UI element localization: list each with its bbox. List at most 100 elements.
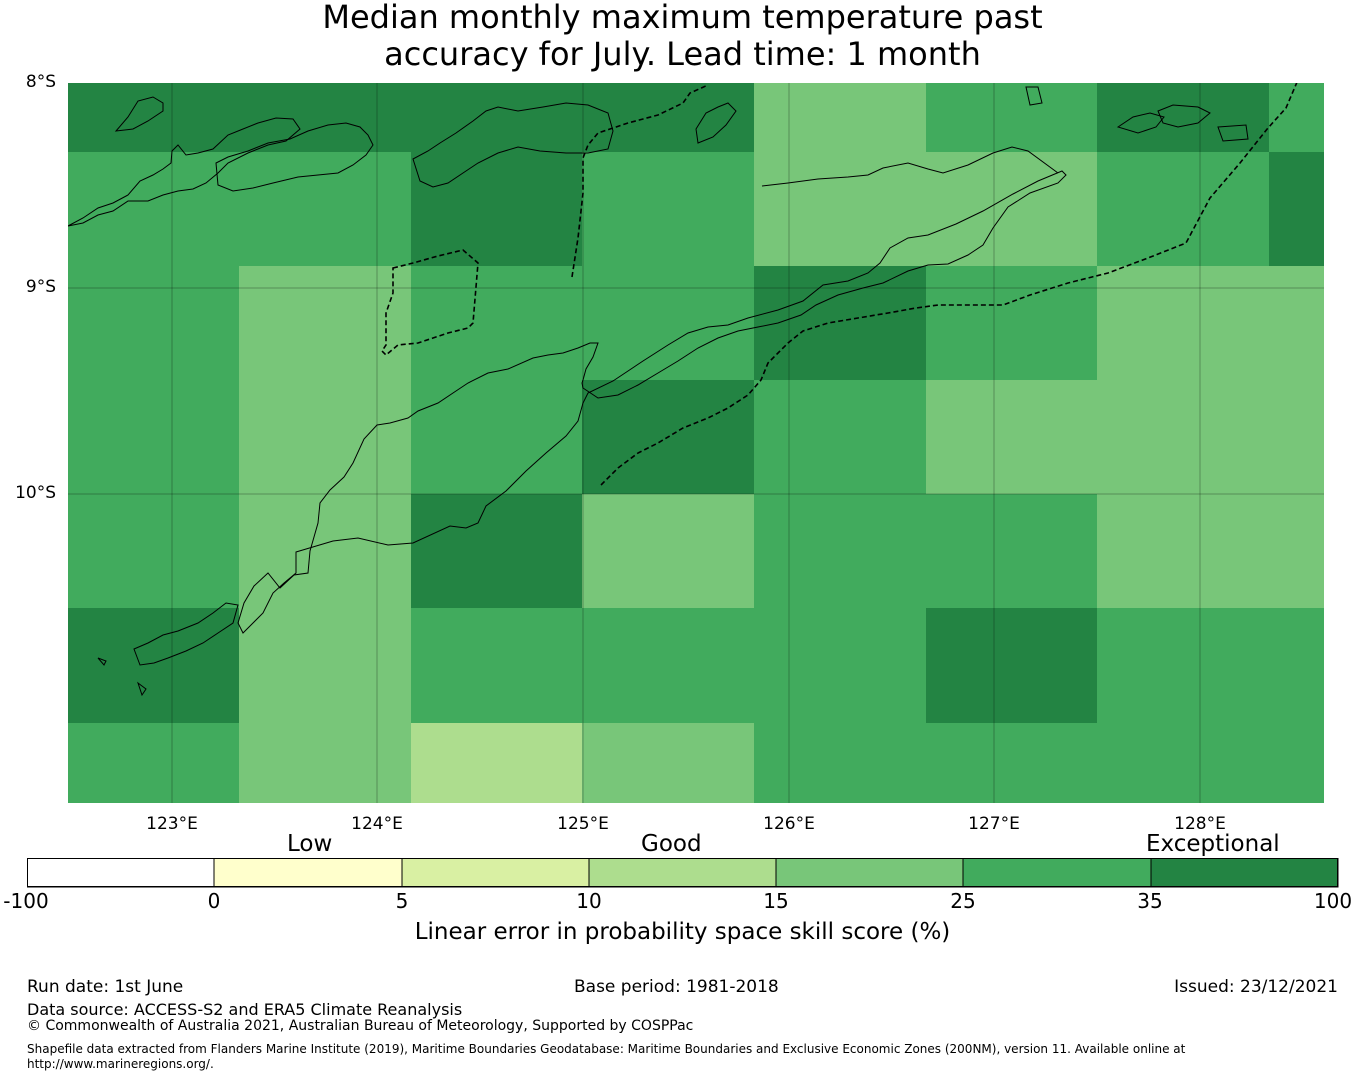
grid-cell-r5-c2 xyxy=(411,608,583,724)
grid-cell-r4-c7 xyxy=(1269,494,1324,609)
grid-cell-r4-c0 xyxy=(68,494,240,609)
scale-tick-15: 15 xyxy=(763,889,789,913)
grid-cell-r6-c2 xyxy=(411,723,583,803)
grid-cell-r6-c5 xyxy=(926,723,1098,803)
shapefile-attribution-line1: Shapefile data extracted from Flanders M… xyxy=(27,1042,1186,1056)
issued-date-text: Issued: 23/12/2021 xyxy=(1174,977,1338,997)
oecusse-enclave-boundary xyxy=(380,249,479,357)
category-exceptional-label: Exceptional xyxy=(1146,831,1280,857)
scale-swatch-5 xyxy=(962,858,1152,888)
grid-cell-r6-c7 xyxy=(1269,723,1324,803)
grid-cell-r5-c5 xyxy=(926,608,1098,724)
scale-swatch-2 xyxy=(401,858,590,888)
grid-cell-r6-c6 xyxy=(1097,723,1270,803)
rote-islet2-outline xyxy=(137,681,147,697)
map-title-line2: accuracy for July. Lead time: 1 month xyxy=(384,35,981,73)
scale-tick-35: 35 xyxy=(1137,889,1163,913)
rote-island-outline xyxy=(133,602,239,666)
grid-cell-r1-c4 xyxy=(754,152,927,267)
lon-label-123e: 123°E xyxy=(146,814,198,834)
atauro-island-outline xyxy=(695,102,737,144)
lat-label-10s: 10°S xyxy=(15,483,56,503)
lat-label-8s: 8°S xyxy=(25,72,56,92)
grid-cell-r1-c6 xyxy=(1097,152,1270,267)
copyright-text: © Commonwealth of Australia 2021, Austra… xyxy=(27,1018,694,1034)
scale-swatch-1 xyxy=(213,858,403,888)
lon-label-125e: 125°E xyxy=(557,814,609,834)
lakor-island-outline xyxy=(1217,124,1249,142)
data-source-text: Data source: ACCESS-S2 and ERA5 Climate … xyxy=(27,1000,463,1019)
grid-cell-r5-c0 xyxy=(68,608,240,724)
alor-islands-outline xyxy=(68,117,301,227)
grid-cell-r0-c5 xyxy=(926,83,1098,153)
grid-cell-r6-c4 xyxy=(754,723,927,803)
scale-tick-25: 25 xyxy=(950,889,976,913)
scale-tick-100: 100 xyxy=(1313,889,1353,913)
upper-boundary-segment xyxy=(571,84,709,278)
timor-island-outline xyxy=(237,170,1067,634)
moa-island-outline xyxy=(1157,104,1211,128)
base-period-text: Base period: 1981-2018 xyxy=(574,977,779,997)
lon-label-126e: 126°E xyxy=(763,814,815,834)
grid-cell-r3-c2 xyxy=(411,380,583,495)
scale-tick-10: 10 xyxy=(576,889,602,913)
lon-label-128e: 128°E xyxy=(1174,814,1226,834)
grid-cell-r1-c1 xyxy=(239,152,412,267)
grid-cell-r5-c1 xyxy=(239,608,412,724)
grid-cell-r4-c1 xyxy=(239,494,412,609)
grid-cell-r2-c6 xyxy=(1097,266,1270,381)
grid-cell-r0-c1 xyxy=(239,83,412,153)
grid-cell-r5-c3 xyxy=(582,608,755,724)
shapefile-attribution-line2: http://www.marineregions.org/. xyxy=(27,1057,214,1071)
grid-cell-r6-c0 xyxy=(68,723,240,803)
scale-tick-0: 0 xyxy=(207,889,221,913)
grid-cell-r3-c7 xyxy=(1269,380,1324,495)
grid-cell-r4-c5 xyxy=(926,494,1098,609)
grid-cell-r2-c0 xyxy=(68,266,240,381)
lat-label-9s: 9°S xyxy=(25,277,56,297)
skill-grid-cells xyxy=(68,83,1324,803)
flores-east-outline xyxy=(412,102,614,188)
kisar-island-outline xyxy=(1025,86,1043,106)
rote-islet-outline xyxy=(97,657,107,666)
grid-cell-r2-c2 xyxy=(411,266,583,381)
scale-swatch-6 xyxy=(1150,858,1339,888)
leti-island-outline xyxy=(1116,112,1165,134)
grid-cell-r1-c5 xyxy=(926,152,1098,267)
grid-cell-r4-c3 xyxy=(582,494,755,609)
grid-cell-r0-c6 xyxy=(1097,83,1270,153)
grid-cell-r3-c4 xyxy=(754,380,927,495)
grid-cell-r0-c3 xyxy=(582,83,755,153)
grid-cell-r2-c4 xyxy=(754,266,927,381)
map-title-line1: Median monthly maximum temperature past xyxy=(322,0,1043,36)
scale-swatch-4 xyxy=(775,858,964,888)
timor-ridge-outline xyxy=(761,146,1059,187)
scale-tick-5: 5 xyxy=(395,889,409,913)
grid-cell-r5-c6 xyxy=(1097,608,1270,724)
lon-label-127e: 127°E xyxy=(968,814,1020,834)
grid-cell-r6-c3 xyxy=(582,723,755,803)
category-low-label: Low xyxy=(287,831,333,857)
wetar-island-outline xyxy=(114,96,164,132)
grid-cell-r3-c6 xyxy=(1097,380,1270,495)
color-scale-bar xyxy=(27,858,1339,888)
lon-label-124e: 124°E xyxy=(351,814,403,834)
grid-cell-r0-c2 xyxy=(411,83,583,153)
grid-cell-r2-c7 xyxy=(1269,266,1324,381)
grid-cell-r4-c4 xyxy=(754,494,927,609)
small-island-outline xyxy=(215,122,374,192)
run-date-text: Run date: 1st June xyxy=(27,977,184,997)
category-good-label: Good xyxy=(641,831,702,857)
graticule-lines xyxy=(68,83,1324,803)
grid-cell-r2-c1 xyxy=(239,266,412,381)
coastline-outlines xyxy=(68,86,1249,697)
scale-swatch-0 xyxy=(27,858,215,888)
grid-cell-r5-c7 xyxy=(1269,608,1324,724)
grid-cell-r2-c3 xyxy=(582,266,755,381)
grid-cell-r1-c3 xyxy=(582,152,755,267)
grid-cell-r3-c1 xyxy=(239,380,412,495)
grid-cell-r4-c6 xyxy=(1097,494,1270,609)
timor-leste-eez-boundary xyxy=(600,83,1298,486)
grid-cell-r1-c0 xyxy=(68,152,240,267)
grid-cell-r3-c0 xyxy=(68,380,240,495)
